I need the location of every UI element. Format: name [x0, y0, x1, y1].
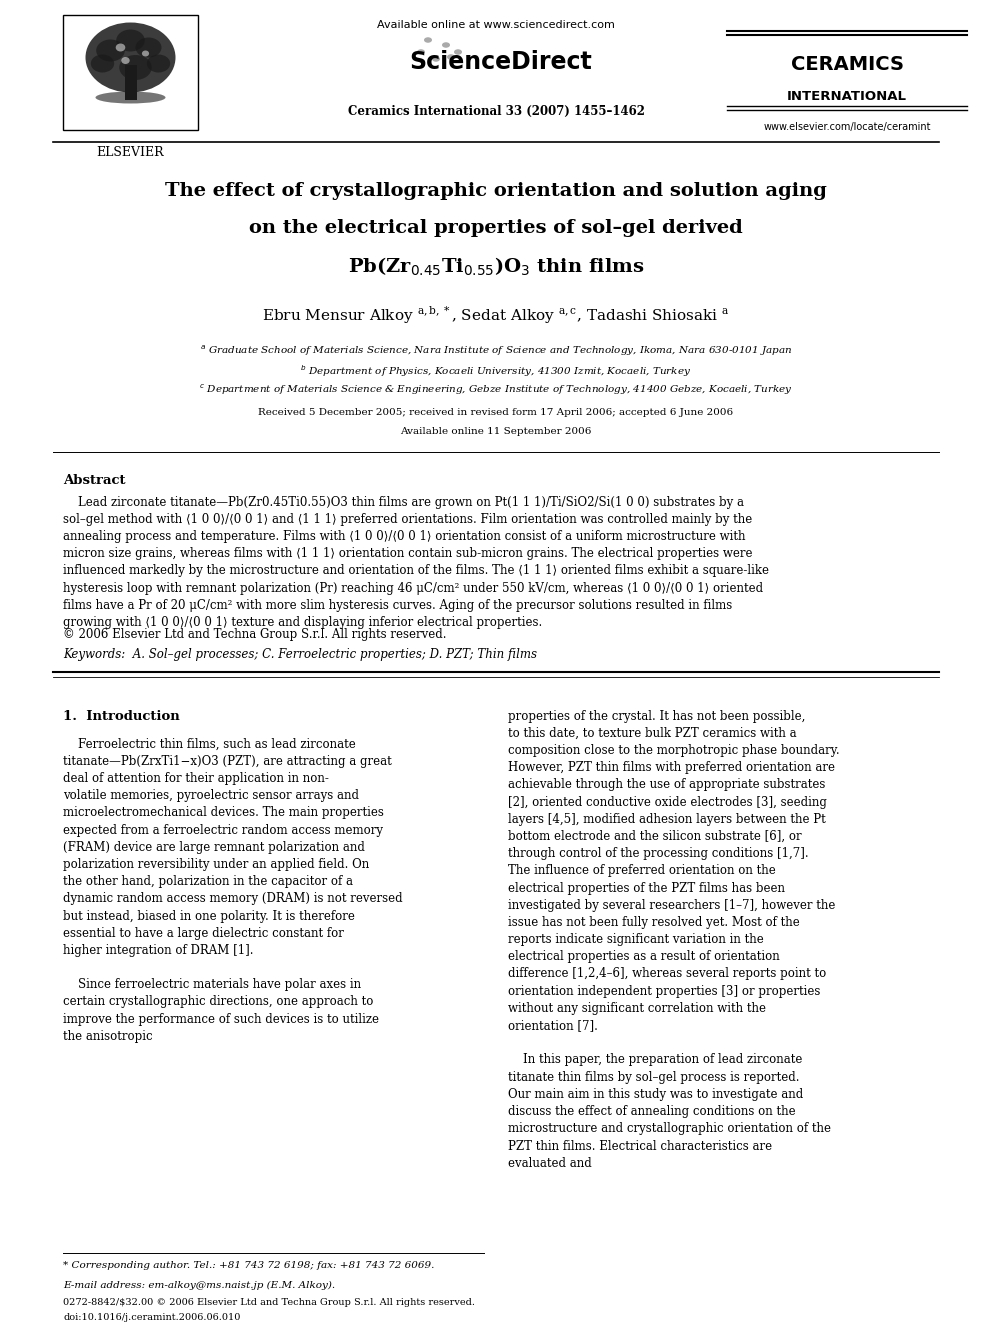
Ellipse shape	[424, 37, 432, 42]
Text: ELSEVIER: ELSEVIER	[96, 146, 165, 159]
Ellipse shape	[432, 57, 440, 62]
Ellipse shape	[442, 42, 450, 48]
Text: Ebru Mensur Alkoy $^{\mathregular{a,b,*}}$, Sedat Alkoy $^{\mathregular{a,c}}$, : Ebru Mensur Alkoy $^{\mathregular{a,b,*}…	[262, 304, 730, 325]
Text: Abstract: Abstract	[63, 474, 126, 487]
Text: Ferroelectric thin films, such as lead zirconate
titanate—Pb(ZrxTi1−x)O3 (PZT), : Ferroelectric thin films, such as lead z…	[63, 737, 403, 1043]
Text: The effect of crystallographic orientation and solution aging: The effect of crystallographic orientati…	[165, 183, 827, 200]
Bar	[125, 66, 137, 101]
Ellipse shape	[95, 91, 166, 103]
Text: Keywords:  A. Sol–gel processes; C. Ferroelectric properties; D. PZT; Thin films: Keywords: A. Sol–gel processes; C. Ferro…	[63, 647, 537, 660]
Ellipse shape	[91, 54, 114, 73]
Text: $^{a}$ Graduate School of Materials Science, Nara Institute of Science and Techn: $^{a}$ Graduate School of Materials Scie…	[199, 344, 793, 359]
Bar	[63, 15, 198, 130]
Text: on the electrical properties of sol–gel derived: on the electrical properties of sol–gel …	[249, 220, 743, 237]
Ellipse shape	[447, 54, 455, 60]
Text: E-mail address: em-alkoy@ms.naist.jp (E.M. Alkoy).: E-mail address: em-alkoy@ms.naist.jp (E.…	[63, 1281, 335, 1290]
Text: Available online 11 September 2006: Available online 11 September 2006	[401, 427, 591, 437]
Text: CERAMICS: CERAMICS	[791, 56, 904, 74]
Ellipse shape	[119, 56, 152, 79]
Ellipse shape	[417, 49, 425, 54]
Ellipse shape	[454, 49, 462, 54]
Text: $^{c}$ Department of Materials Science & Engineering, Gebze Institute of Technol: $^{c}$ Department of Materials Science &…	[199, 382, 793, 397]
Text: www.elsevier.com/locate/ceramint: www.elsevier.com/locate/ceramint	[763, 122, 930, 132]
Text: $^{b}$ Department of Physics, Kocaeli University, 41300 Izmit, Kocaeli, Turkey: $^{b}$ Department of Physics, Kocaeli Un…	[301, 364, 691, 380]
Text: Ceramics International 33 (2007) 1455–1462: Ceramics International 33 (2007) 1455–14…	[347, 105, 645, 118]
Text: © 2006 Elsevier Ltd and Techna Group S.r.l. All rights reserved.: © 2006 Elsevier Ltd and Techna Group S.r…	[63, 627, 446, 640]
Text: * Corresponding author. Tel.: +81 743 72 6198; fax: +81 743 72 6069.: * Corresponding author. Tel.: +81 743 72…	[63, 1261, 434, 1270]
Text: 0272-8842/$32.00 © 2006 Elsevier Ltd and Techna Group S.r.l. All rights reserved: 0272-8842/$32.00 © 2006 Elsevier Ltd and…	[63, 1298, 475, 1307]
Ellipse shape	[116, 29, 145, 52]
Text: INTERNATIONAL: INTERNATIONAL	[787, 90, 907, 103]
Ellipse shape	[136, 37, 162, 57]
Text: ScienceDirect: ScienceDirect	[410, 50, 592, 74]
Text: Lead zirconate titanate—Pb(Zr0.45Ti0.55)O3 thin films are grown on Pt(1 1 1)/Ti/: Lead zirconate titanate—Pb(Zr0.45Ti0.55)…	[63, 496, 769, 628]
Text: properties of the crystal. It has not been possible,
to this date, to texture bu: properties of the crystal. It has not be…	[509, 709, 840, 1170]
Text: Pb(Zr$_{0.45}$Ti$_{0.55}$)O$_3$ thin films: Pb(Zr$_{0.45}$Ti$_{0.55}$)O$_3$ thin fil…	[348, 255, 644, 278]
Text: 1.  Introduction: 1. Introduction	[63, 709, 180, 722]
Ellipse shape	[147, 54, 171, 73]
Ellipse shape	[121, 57, 130, 64]
Text: doi:10.1016/j.ceramint.2006.06.010: doi:10.1016/j.ceramint.2006.06.010	[63, 1312, 240, 1322]
Ellipse shape	[116, 44, 125, 52]
Ellipse shape	[85, 22, 176, 93]
Ellipse shape	[96, 40, 125, 61]
Text: Available online at www.sciencedirect.com: Available online at www.sciencedirect.co…	[377, 20, 615, 30]
Text: Received 5 December 2005; received in revised form 17 April 2006; accepted 6 Jun: Received 5 December 2005; received in re…	[259, 407, 733, 417]
Ellipse shape	[142, 50, 149, 57]
